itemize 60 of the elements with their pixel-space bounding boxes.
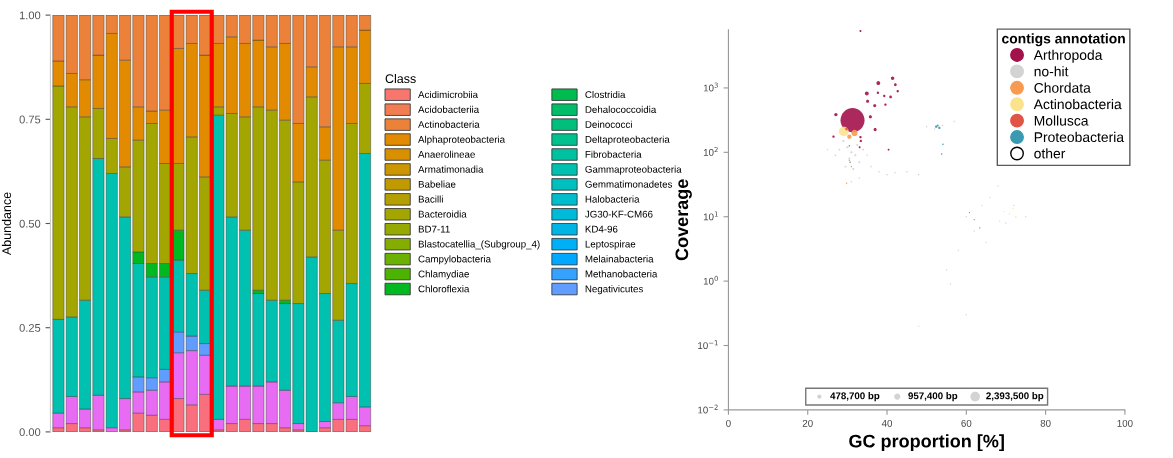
legend-label: no-hit [1034, 66, 1069, 77]
y-tick-label: 10$^{0}$ [703, 275, 718, 285]
y-tick-label: 10$^{2}$ [703, 147, 718, 156]
legend-label: Babeliae [418, 180, 456, 188]
y-tick-label: 0.00 [19, 428, 41, 437]
legend-label: Acidimicrobiia [418, 90, 479, 99]
legend-label: Dehalococcoidia [585, 105, 657, 113]
legend-label: Anaerolineae [418, 150, 475, 158]
legend-label: 957,400 bp [908, 392, 958, 402]
legend-label: Chloroflexia [418, 285, 470, 293]
x-tick-label: 40 [881, 419, 893, 427]
legend-label: Mollusca [1034, 115, 1089, 126]
legend-label: Armatimonadia [418, 165, 484, 173]
legend-label: Leptospirae [585, 240, 636, 250]
legend-label: Actinobacteria [1033, 99, 1122, 110]
y-tick-label: 10$^{3}$ [703, 82, 718, 92]
x-tick-label: 100 [1117, 419, 1133, 427]
legend-label: Bacilli [418, 195, 443, 203]
legend-label: Chordata [1034, 82, 1091, 93]
y-tick-label: 10$^{1}$ [703, 211, 718, 221]
legend-label: JG30-KF-CM66 [585, 210, 653, 218]
x-axis-title: GC proportion [%] [849, 434, 1004, 452]
y-tick-label: 10$^{−2}$ [698, 404, 718, 414]
legend-label: Blastocatellia_(Subgroup_4) [418, 240, 540, 250]
legend-title: Class [385, 73, 416, 84]
x-tick-label: 60 [961, 419, 972, 427]
legend-label: 2,393,500 bp [986, 392, 1044, 402]
legend-label: Arthropoda [1033, 49, 1103, 63]
legend-label: Alphaproteobacteria [418, 135, 506, 145]
legend-label: Deltaproteobacteria [585, 135, 670, 145]
legend-label: other [1034, 148, 1066, 159]
y-axis-title: Abundance [1, 192, 12, 256]
y-tick-label: 0.25 [19, 323, 41, 332]
legend-label: Negativicutes [585, 285, 643, 295]
y-axis-title: Coverage [675, 179, 692, 261]
x-tick-label: 80 [1040, 419, 1051, 427]
legend-title: contigs annotation [1002, 33, 1125, 47]
x-tick-label: 20 [802, 419, 813, 427]
y-tick-label: 1.00 [19, 11, 41, 20]
y-tick-label: 10$^{−1}$ [698, 340, 718, 350]
legend-label: Melainabacteria [585, 255, 654, 263]
legend-label: Acidobacteriia [418, 105, 480, 113]
legend-label: Campylobacteria [418, 255, 491, 265]
legend-label: Methanobacteria [585, 270, 658, 278]
legend-label: 478,700 bp [830, 392, 880, 402]
legend-label: Chlamydiae [418, 270, 469, 280]
legend-label: KD4-96 [585, 225, 618, 233]
x-tick-label: 0 [726, 419, 731, 427]
legend-label: Clostridia [585, 90, 626, 99]
legend-label: Gemmatimonadetes [585, 180, 673, 188]
legend-label: Actinobacteria [418, 120, 480, 128]
legend-label: BD7-11 [418, 225, 450, 233]
legend-label: Proteobacteria [1034, 131, 1125, 143]
legend-label: Bacteroidia [418, 210, 467, 218]
legend-label: Gammaproteobacteria [585, 165, 682, 175]
y-tick-label: 0.75 [19, 115, 41, 124]
y-tick-label: 0.50 [19, 219, 41, 228]
legend-label: Deinococci [585, 120, 632, 128]
legend-label: Fibrobacteria [585, 150, 642, 158]
legend-label: Halobacteria [585, 195, 640, 203]
